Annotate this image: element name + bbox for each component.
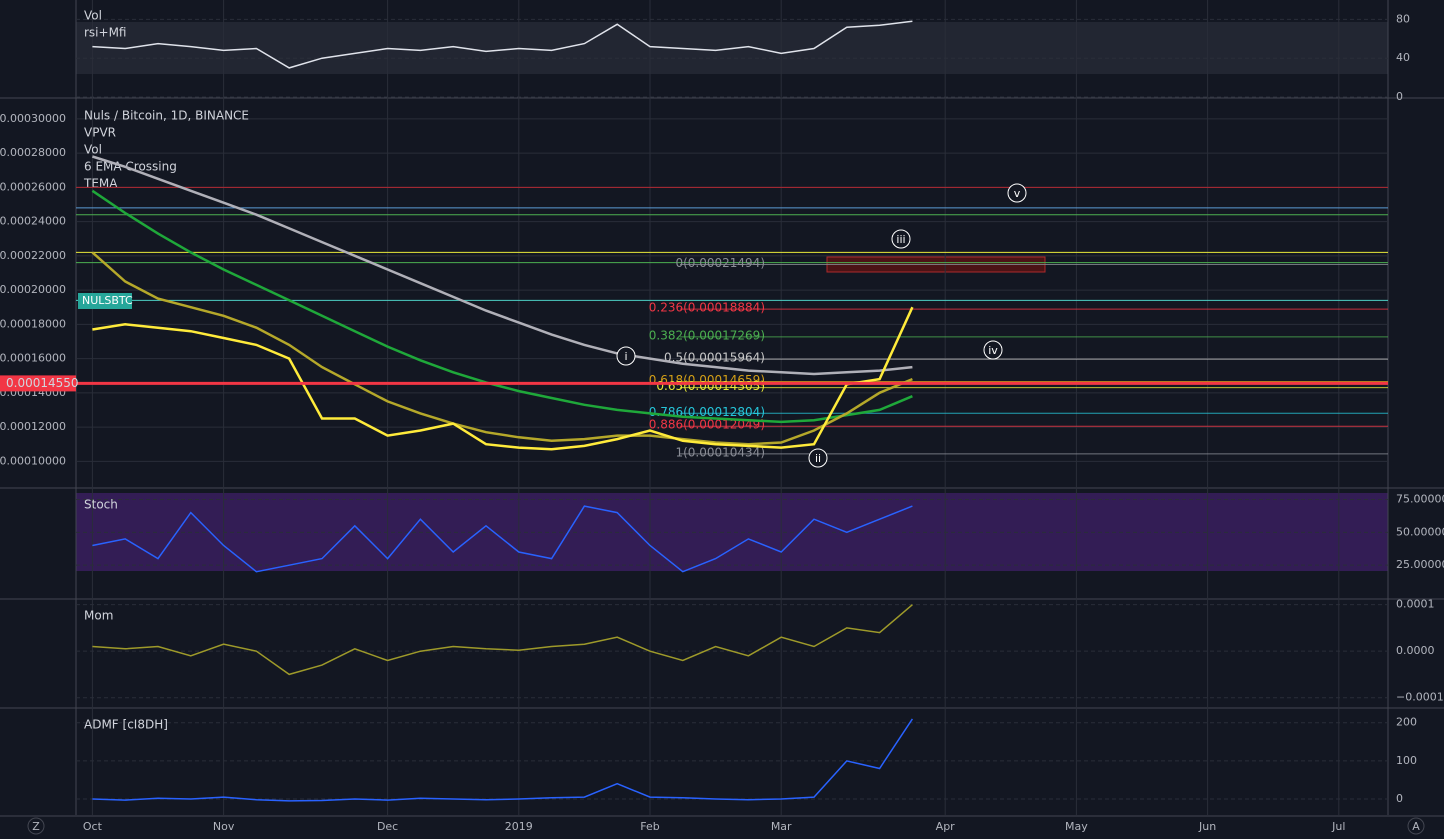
wave-label: v — [1014, 187, 1021, 200]
fib-label: 0(0.00021494) — [675, 256, 765, 270]
fib-label: 0.786(0.00012804) — [649, 405, 765, 419]
y-tick-label: 0.0001 — [1396, 598, 1435, 611]
wave-marker — [808, 448, 828, 468]
series-line — [92, 20, 913, 69]
wave-label: i — [624, 350, 627, 363]
y-tick-label: 0.00028000 — [0, 146, 66, 159]
x-tick-label: Jul — [1331, 820, 1345, 833]
panel-title: ADMF [cI8DH] — [84, 718, 168, 732]
indicator-label: 6 EMA Crossing — [84, 160, 177, 174]
last-price-label: 0.00014550 — [6, 376, 79, 390]
y-tick-label: 0.00030000 — [0, 112, 66, 125]
wave-marker — [1007, 183, 1027, 203]
x-tick-label: May — [1065, 820, 1088, 833]
wave-label: iv — [988, 344, 998, 357]
auto-button[interactable] — [1407, 817, 1425, 835]
y-tick-label: 0.00020000 — [0, 283, 66, 296]
y-tick-label: 0.00010000 — [0, 454, 66, 467]
y-tick-label: 40 — [1396, 51, 1410, 64]
fib-label: 0.382(0.00017269) — [649, 328, 765, 342]
y-tick-label: 80 — [1396, 12, 1410, 25]
wave-marker — [616, 346, 636, 366]
symbol-tag — [78, 293, 132, 309]
symbol-label: NULSBTC — [82, 294, 133, 307]
indicator-label: TEMA — [83, 177, 118, 191]
wave-label: ii — [815, 452, 821, 465]
y-tick-label: 0.00012000 — [0, 420, 66, 433]
fib-label: 0.886(0.00012049) — [649, 418, 765, 432]
indicator-label: Vol — [84, 9, 102, 23]
x-tick-label: Feb — [640, 820, 659, 833]
x-tick-label: Dec — [377, 820, 398, 833]
wave-marker — [983, 340, 1003, 360]
zoom-button-label[interactable]: Z — [32, 820, 40, 833]
indicator-label: Vol — [84, 143, 102, 157]
auto-button-label[interactable]: A — [1412, 820, 1420, 833]
series-line — [92, 155, 913, 376]
zoom-button[interactable] — [27, 817, 45, 835]
series-line — [92, 604, 913, 676]
panel-title: Stoch — [84, 498, 118, 512]
y-tick-label: 0 — [1396, 792, 1403, 805]
x-tick-label: Apr — [936, 820, 956, 833]
wave-label: iii — [896, 233, 905, 246]
fib-label: 0.5(0.00015964) — [664, 351, 765, 365]
indicator-label: rsi+Mfi — [84, 26, 127, 40]
y-tick-label: 25.00000 — [1396, 558, 1444, 571]
y-tick-label: 0 — [1396, 90, 1403, 103]
y-tick-label: 100 — [1396, 754, 1417, 767]
wave-marker — [891, 229, 911, 249]
last-price-tag — [0, 375, 76, 392]
series-line — [92, 306, 914, 451]
indicator-label: VPVR — [84, 126, 116, 140]
y-tick-label: 75.00000 — [1396, 493, 1444, 506]
fib-label: 1(0.00010434) — [675, 445, 765, 459]
fib-label: 0.65(0.00014305) — [656, 379, 765, 393]
y-tick-label: 0.00016000 — [0, 352, 66, 365]
y-tick-label: −0.0001 — [1396, 691, 1444, 704]
x-tick-label: 2019 — [505, 820, 533, 833]
series-line — [92, 718, 914, 802]
y-tick-label: 50.00000 — [1396, 525, 1444, 538]
y-tick-label: 200 — [1396, 716, 1417, 729]
series-line — [91, 189, 913, 424]
y-tick-label: 0.00026000 — [0, 180, 66, 193]
y-tick-label: 0.0000 — [1396, 644, 1435, 657]
fib-label: 0.236(0.00018884) — [649, 301, 765, 315]
x-tick-label: Jun — [1198, 820, 1216, 833]
y-tick-label: 0.00018000 — [0, 317, 66, 330]
x-tick-label: Nov — [213, 820, 235, 833]
panel-title: Mom — [84, 609, 113, 623]
y-tick-label: 0.00024000 — [0, 215, 66, 228]
x-tick-label: Oct — [83, 820, 103, 833]
series-line — [92, 505, 913, 573]
panel-title: Nuls / Bitcoin, 1D, BINANCE — [84, 109, 249, 123]
y-tick-label: 0.00022000 — [0, 249, 66, 262]
series-line — [91, 251, 913, 446]
x-tick-label: Mar — [771, 820, 792, 833]
